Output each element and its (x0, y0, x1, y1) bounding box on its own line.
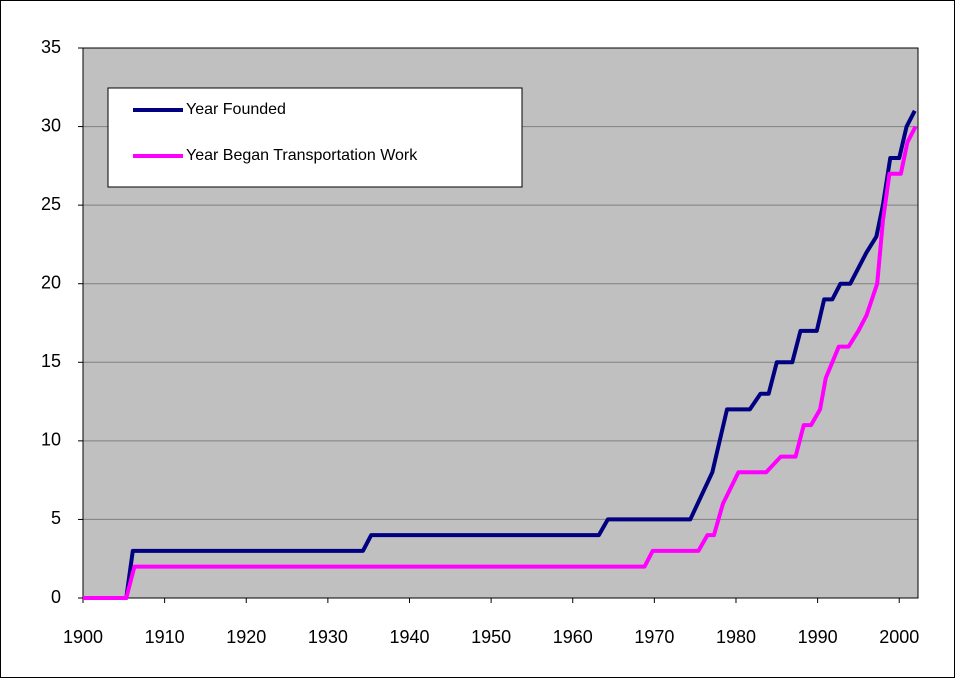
x-tick-label: 1950 (471, 627, 511, 647)
plot-border (82, 47, 919, 599)
y-tick-label: 5 (51, 508, 61, 528)
y-tick-label: 10 (41, 430, 61, 450)
x-tick-label: 1980 (716, 627, 756, 647)
y-tick-label: 15 (41, 351, 61, 371)
legend: Year Founded Year Began Transportation Wo… (107, 87, 523, 188)
x-tick-label: 1990 (798, 627, 838, 647)
legend-box (107, 87, 523, 188)
y-tick-label: 25 (41, 194, 61, 214)
y-tick-label: 30 (41, 115, 61, 135)
x-tick-label: 1930 (308, 627, 348, 647)
x-tick-label: 1970 (634, 627, 674, 647)
x-tick-label: 1940 (389, 627, 429, 647)
x-tick-label: 2000 (879, 627, 919, 647)
x-tick-label: 1900 (63, 627, 103, 647)
y-tick-label: 20 (41, 272, 61, 292)
x-tick-label: 1960 (553, 627, 593, 647)
x-tick-label: 1920 (226, 627, 266, 647)
legend-label: Year Began Transportation Work (186, 147, 418, 164)
legend-label: Year Founded (186, 101, 286, 118)
y-tick-label: 35 (41, 37, 61, 57)
series-line (83, 125, 918, 600)
x-tick-label: 1910 (145, 627, 185, 647)
series-line (83, 109, 917, 600)
y-tick-label: 0 (51, 587, 61, 607)
